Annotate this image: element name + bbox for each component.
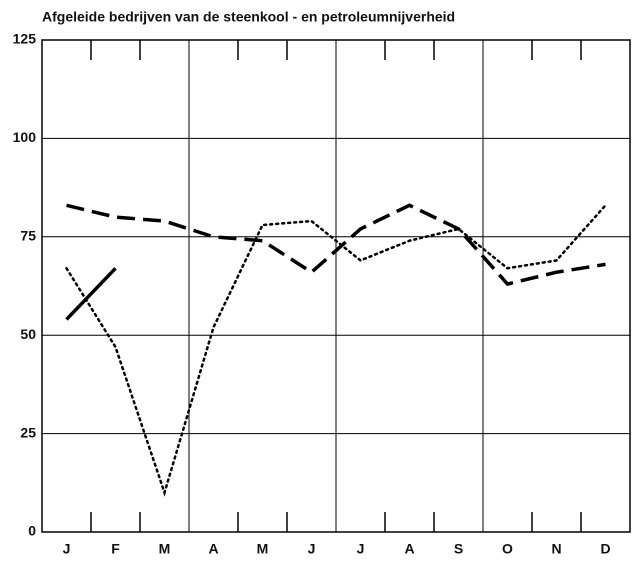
x-tick-label: A bbox=[208, 541, 218, 557]
x-tick-label: S bbox=[454, 541, 463, 557]
y-tick-label: 100 bbox=[13, 129, 37, 145]
y-tick-label: 125 bbox=[13, 31, 37, 47]
y-tick-label: 50 bbox=[20, 326, 36, 342]
x-tick-label: N bbox=[551, 541, 561, 557]
x-tick-label: M bbox=[257, 541, 269, 557]
chart-title: Afgeleide bedrijven van de steenkool - e… bbox=[42, 9, 455, 25]
x-tick-label: J bbox=[63, 541, 71, 557]
x-tick-label: M bbox=[159, 541, 171, 557]
x-tick-label: O bbox=[502, 541, 513, 557]
data-line bbox=[65, 204, 607, 497]
x-tick-label: A bbox=[404, 541, 414, 557]
data-line bbox=[66, 203, 606, 286]
y-tick-label: 0 bbox=[28, 523, 36, 539]
y-tick-label: 75 bbox=[20, 228, 36, 244]
data-line bbox=[65, 267, 117, 321]
x-tick-label: F bbox=[111, 541, 120, 557]
x-tick-label: J bbox=[308, 541, 316, 557]
y-tick-label: 25 bbox=[20, 424, 36, 440]
x-tick-label: J bbox=[357, 541, 365, 557]
x-tick-label: D bbox=[600, 541, 610, 557]
